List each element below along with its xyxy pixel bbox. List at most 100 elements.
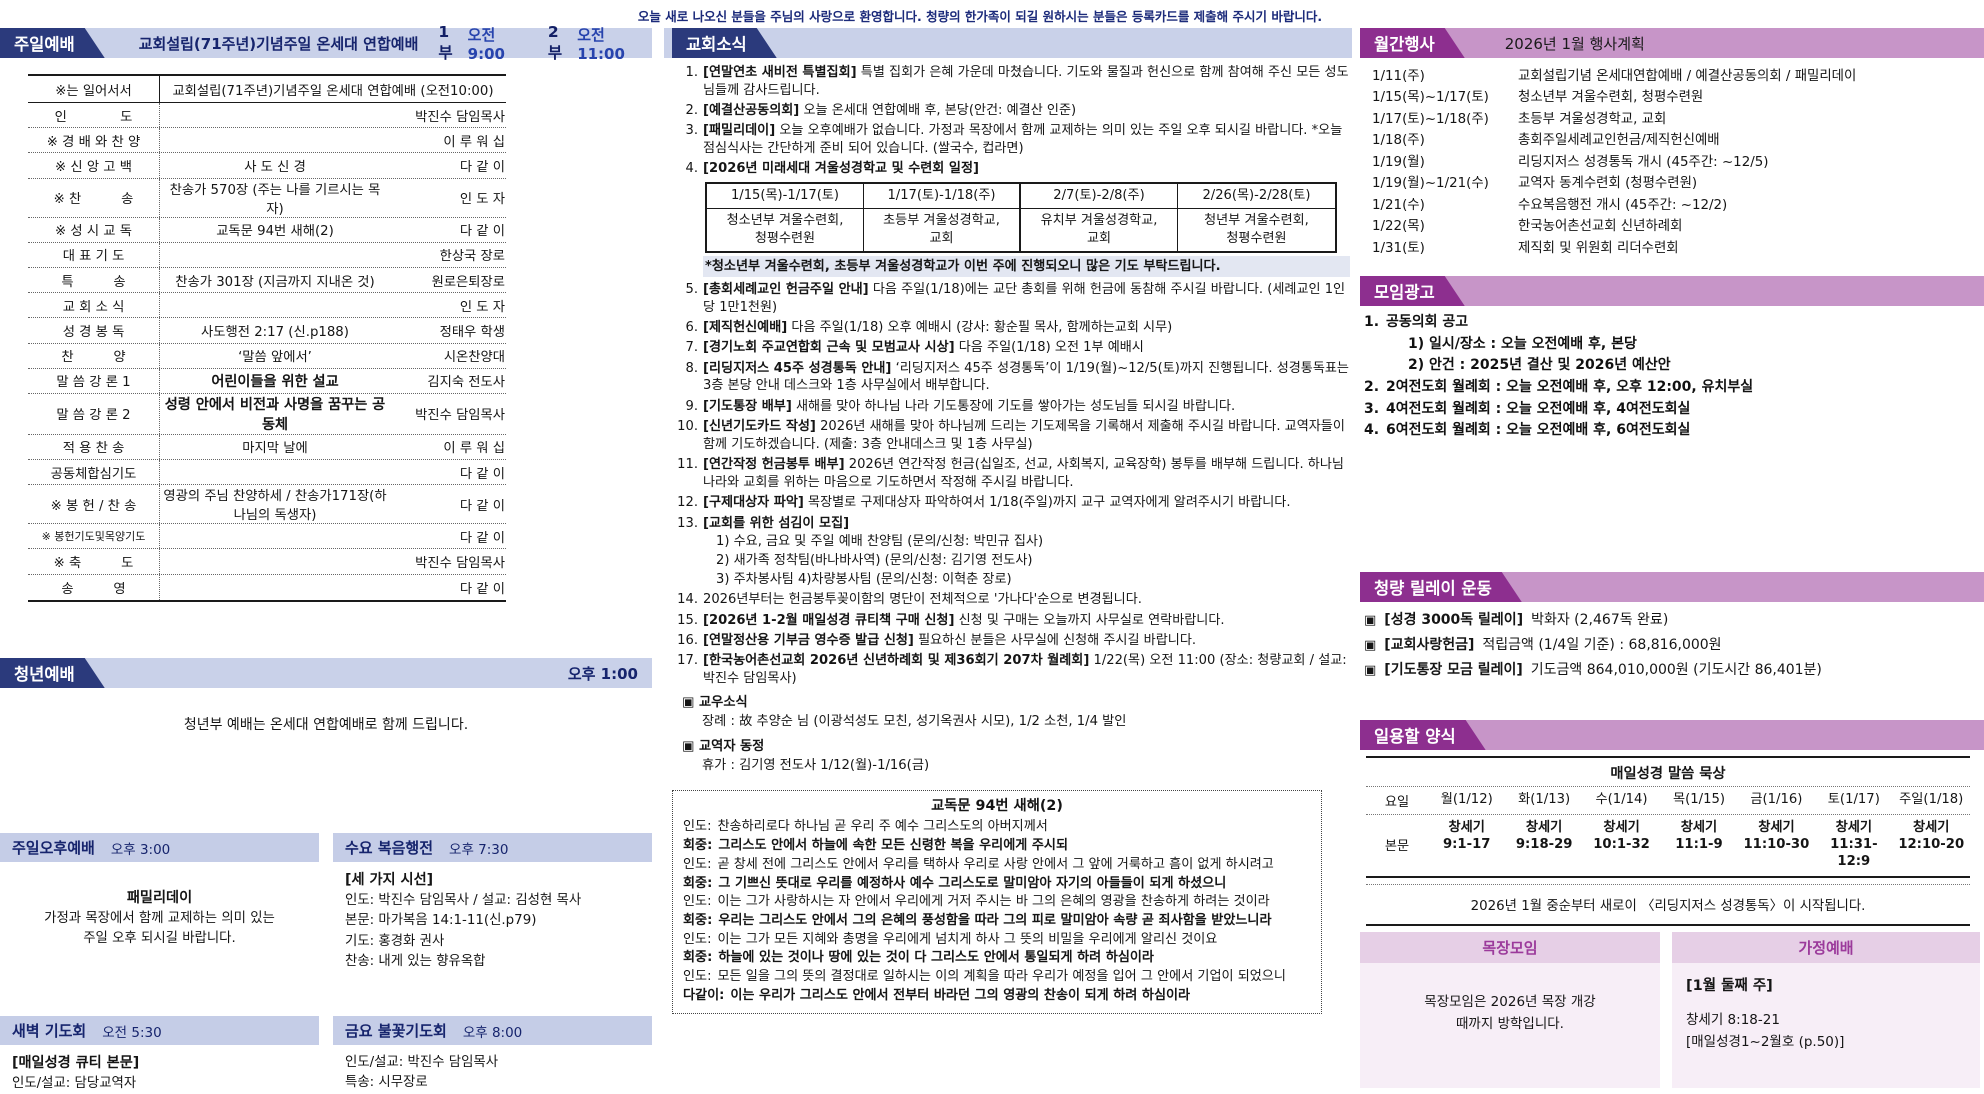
sub-service-title: 금요 불꽃기도회: [345, 1022, 447, 1040]
camp-desc-line: 청평수련원: [1226, 230, 1287, 246]
reading-speaker: 인도:: [683, 931, 712, 947]
news-item-number: 3.: [685, 123, 699, 139]
news-item-body: [기도통장 배부] 새해를 맞아 하나님 나라 기도통장에 기도를 쌓아가는 성…: [703, 398, 1350, 416]
worship-row-leader: 다 같 이: [459, 581, 505, 597]
worship-row-label: ※ 신 앙 고 백: [28, 153, 160, 178]
worship-table-header: ※는 일어서서 교회설립(71주년)기념주일 온세대 연합예배 (오전10:00…: [28, 76, 506, 103]
news-item-subline: 1) 수요, 금요 및 주일 예배 찬양팀 (문의/신청: 박민규 집사): [716, 534, 1044, 550]
news-item-heading: [한국농어촌선교회 2026년 신년하례회 및 제36회기 207차 월례회]: [703, 653, 1090, 669]
camp-dates: 2/7(토)-2/8(주): [1021, 184, 1178, 210]
sub-service-line: 기도: 홍경화 권사: [345, 933, 445, 949]
event-row: 1/18(주) 총회주일세례교인헌금/제직헌신예배: [1372, 130, 1972, 151]
sub-service-time: 오후 3:00: [110, 841, 171, 858]
worship-row-content: [160, 549, 390, 573]
event-date: 1/19(월): [1372, 154, 1425, 170]
mokjang-box-title: 목장모임: [1360, 932, 1660, 963]
worship-row-label: 인 도: [28, 103, 160, 128]
worship-row-content: [160, 128, 390, 152]
reading-speaker: 인도:: [683, 969, 712, 985]
news-item-body: [연말연초 새비전 특별집회] 특별 집회가 은혜 가운데 마쳤습니다. 기도와…: [703, 64, 1350, 100]
news-item: 13. [교회를 위한 섬김이 모집] 1) 수요, 금요 및 주일 예배 찬양팀…: [672, 515, 1350, 589]
reading-speaker: 인도:: [683, 819, 712, 835]
news-item-body: [총회세례교인 헌금주일 안내] 다음 주일(1/18)에는 교단 총회를 위해…: [703, 281, 1350, 317]
news-item-heading: [예결산공동의회]: [703, 103, 800, 119]
reading-line: 인도: 찬송하리로다 하나님 곧 우리 주 예수 그리스도의 아버지께서: [683, 818, 1311, 837]
news-item-text: [연간작정 헌금봉투 배부] 2026년 연간작정 헌금(십일조, 선교, 사회…: [703, 456, 1350, 492]
bread-passage-ref: 11:1-9: [1675, 837, 1723, 853]
reading-speaker: 인도:: [683, 856, 712, 872]
sub-service-line: 인도: 박진수 담임목사 / 설교: 김성현 목사: [345, 893, 582, 909]
reading-speaker: 회중:: [683, 913, 713, 929]
worship-row-content: 마지막 날에: [242, 441, 308, 457]
news-item-body: [한국농어촌선교회 2026년 신년하례회 및 제36회기 207차 월례회] …: [703, 652, 1350, 688]
camp-desc-line: 교회: [1086, 230, 1112, 246]
event-date: 1/19(월)~1/21(수): [1372, 176, 1489, 192]
reading-line: 인도: 곧 창세 전에 그리스도 안에서 우리를 택하사 우리로 사랑 안에서 그…: [683, 856, 1311, 875]
news-item-heading: [연말연초 새비전 특별집회]: [703, 65, 857, 80]
news-item-body: [경기노회 주교연합회 근속 및 모범교사 시상] 다음 주일(1/18) 오전…: [703, 339, 1350, 357]
bread-passage-book: 창세기: [1835, 820, 1873, 835]
worship-row: 공동체합심기도 다 같 이: [28, 460, 506, 486]
worship-row-leader: 인 도 자: [459, 299, 505, 315]
worship-row-content: 어린이들을 위한 설교: [211, 373, 339, 390]
sub-service-line: 찬송: 내게 있는 향유옥합: [345, 953, 486, 969]
sunday-worship-band: 주일예배 교회설립(71주년)기념주일 온세대 연합예배 1부 오전9:00 2…: [0, 23, 652, 63]
news-item-number: 13.: [677, 515, 698, 531]
news-item-heading: [경기노회 주교연합회 근속 및 모범교사 시상]: [703, 340, 955, 356]
event-date: 1/22(목): [1372, 219, 1425, 235]
news-item: 7. [경기노회 주교연합회 근속 및 모범교사 시상] 다음 주일(1/18) …: [672, 339, 1350, 357]
news-item-detail: 오늘 온세대 연합예배 후, 본당(안건: 예결산 인준): [803, 103, 1077, 119]
worship-row-content: [160, 293, 390, 317]
news-item-number: 9.: [685, 398, 699, 414]
middle-column: 교회소식 1. [연말연초 새비전 특별집회] 특별 집회가 은혜 가운데 마쳤습…: [664, 0, 1352, 1087]
section-tab-youth-worship: 청년예배: [0, 658, 105, 688]
worship-row-leader: 박진수 담임목사: [415, 556, 505, 572]
ad-item-text: 공동의회 공고: [1386, 314, 1469, 330]
bread-passage: 창세기 12:10-20: [1893, 819, 1970, 870]
news-item: 14. 2026년부터는 헌금봉투꽂이함의 명단이 전체적으로 '가나다'순으로 …: [672, 591, 1350, 609]
bread-passage: 창세기 10:1-32: [1583, 819, 1660, 870]
reading-text: 그 기쁘신 뜻대로 우리를 예정하사 예수 그리스도로 말미암아 자기의 아들들…: [718, 875, 1227, 891]
news-item: 2. [예결산공동의회] 오늘 온세대 연합예배 후, 본당(안건: 예결산 인준…: [672, 102, 1350, 120]
sub-service-line: 특송: 시무장로: [345, 1075, 428, 1091]
sub-service-header: 수요 복음행전 오후 7:30: [333, 833, 652, 862]
sub-service-box: 주일오후예배 오후 3:00 패밀리데이 가정과 목장에서 함께 교제하는 의미 있는…: [0, 833, 319, 1016]
news-item-body: [교회를 위한 섬김이 모집] 1) 수요, 금요 및 주일 예배 찬양팀 (문…: [703, 515, 1350, 589]
sub-service-body: 인도/설교: 박진수 담임목사 특송: 시무장로: [333, 1045, 652, 1093]
ad-item-number: 2.: [1364, 379, 1380, 396]
ad-item-number: 1.: [1364, 314, 1380, 330]
worship-row: ※ 축 도 박진수 담임목사: [28, 549, 506, 575]
sub-service-line: [세 가지 시선]: [345, 872, 434, 888]
bread-passage-ref: 12:10-20: [1898, 837, 1965, 853]
news-item-body: [2026년 1-2월 매일성경 큐티책 구매 신청] 신청 및 구매는 오늘까…: [703, 612, 1350, 630]
worship-row-label: ※ 경 배 와 찬 양: [28, 128, 160, 153]
winter-camp-note: *청소년부 겨울수련회, 초등부 겨울성경학교가 이번 주에 진행되오니 많은 …: [703, 255, 1350, 278]
family-worship-line: 창세기 8:18-21: [1686, 1011, 1780, 1028]
reading-text: 하늘에 있는 것이나 땅에 있는 것이 다 그리스도 안에서 통일되게 하려 하…: [718, 950, 1154, 966]
ad-item-subline: 2) 안건 : 2025년 결산 및 2026년 예산안: [1408, 357, 1671, 374]
news-item-subline: 3) 주차봉사팀 4)차량봉사팀 (문의/신청: 이혁춘 장로): [716, 571, 1012, 587]
reading-line: 인도: 이는 그가 모든 지혜와 총명을 우리에게 넘치게 하사 그 뜻의 비밀을…: [683, 931, 1311, 950]
news-item-detail: 신청 및 구매는 오늘까지 사무실로 연락바랍니다.: [958, 612, 1225, 628]
worship-row-leader: 한상국 장로: [439, 249, 505, 265]
news-item-body: [리딩지저스 45주 성경통독 안내] ‘리딩지저스 45주 성경통독’이 1/…: [703, 360, 1350, 396]
worship-band-title: 교회설립(71주년)기념주일 온세대 연합예배: [138, 34, 419, 53]
worship-row-label: 성 경 봉 독: [28, 318, 160, 343]
worship-row-label: ※ 축 도: [28, 549, 160, 574]
bread-day: 목(1/15): [1672, 792, 1725, 807]
bread-day: 토(1/17): [1827, 792, 1880, 807]
daily-bread-band: 일용할 양식: [1360, 720, 1984, 750]
news-item-heading: [기도통장 배부]: [703, 398, 792, 414]
worship-row-label: 교 회 소 식: [28, 293, 160, 318]
sub-service-body: [세 가지 시선] 인도: 박진수 담임목사 / 설교: 김성현 목사 본문: 마가…: [333, 862, 652, 972]
monthly-events-title: 2026년 1월 행사계획: [1504, 34, 1645, 53]
sub-service-line: 주일 오후 되시길 바랍니다.: [83, 931, 236, 947]
worship-row-label: 공동체합심기도: [28, 460, 160, 485]
worship-row-leader: 다 같 이: [459, 498, 505, 514]
bread-day: 금(1/16): [1750, 792, 1803, 807]
bread-passage-book: 창세기: [1913, 820, 1950, 835]
news-item-heading: [연간작정 헌금봉투 배부]: [703, 457, 845, 473]
news-item-body: [구제대상자 파악] 목장별로 구제대상자 파악하여서 1/18(주일)까지 교…: [703, 494, 1350, 512]
relay-item: ▣ [성경 3000독 릴레이] 박화자 (2,467독 완료): [1364, 608, 1976, 633]
bread-passage-ref: 11:10-30: [1743, 837, 1810, 853]
